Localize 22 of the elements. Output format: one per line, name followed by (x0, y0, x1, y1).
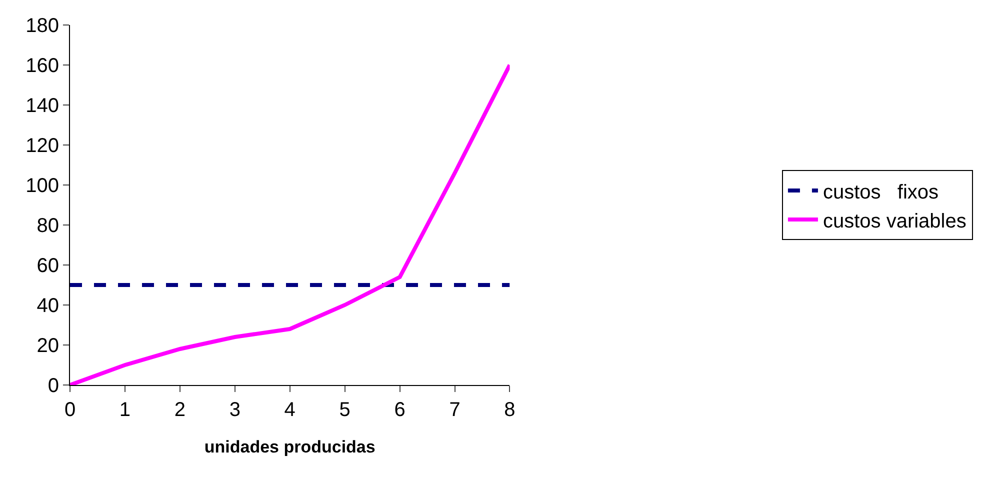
x-tick-label: 5 (339, 399, 350, 421)
y-tick-label: 20 (36, 335, 59, 357)
y-tick-label: 160 (26, 55, 59, 77)
x-tick-label: 0 (64, 399, 76, 421)
y-tick-label: 140 (26, 95, 59, 117)
x-tick-label: 7 (449, 399, 460, 421)
x-tick-label: 1 (119, 399, 131, 421)
y-tick-label: 120 (26, 135, 59, 157)
x-tick-label: 6 (394, 399, 406, 421)
legend-label: custos fixos (822, 181, 939, 204)
y-tick-label: 100 (26, 175, 59, 197)
x-tick-label: 4 (284, 399, 296, 421)
y-tick-label: 60 (36, 255, 59, 277)
legend-label: custos variables (822, 210, 966, 232)
y-tick-label: 180 (26, 15, 59, 37)
x-tick-label: 2 (174, 399, 186, 421)
y-tick-label: 40 (36, 295, 59, 317)
x-tick-label: 8 (504, 399, 516, 421)
y-tick-label: 0 (48, 375, 59, 397)
x-axis-title: unidades producidas (204, 437, 376, 456)
x-tick-label: 3 (229, 399, 240, 421)
y-tick-label: 80 (36, 215, 59, 237)
